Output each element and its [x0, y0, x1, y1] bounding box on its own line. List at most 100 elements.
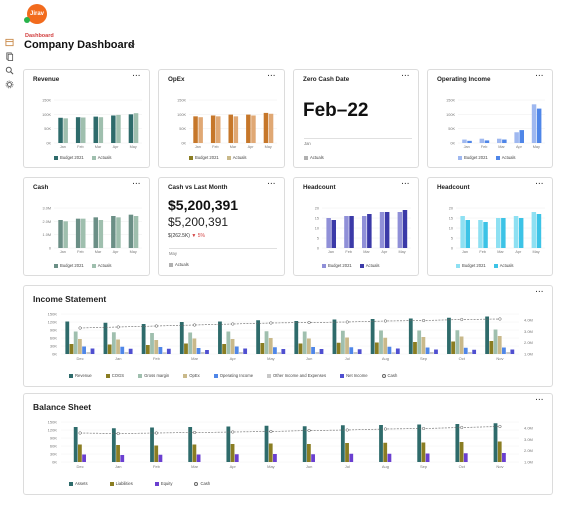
bar — [128, 114, 134, 143]
legend-label: Assets — [75, 481, 88, 486]
bar — [459, 442, 464, 462]
bar — [387, 453, 392, 462]
more-menu-icon[interactable]: ··· — [401, 73, 410, 80]
search-icon[interactable] — [3, 64, 15, 76]
legend-item[interactable]: Budget 2021 — [456, 263, 486, 268]
legend-item[interactable]: OpEx — [183, 373, 200, 378]
bar — [256, 320, 261, 354]
legend-item[interactable]: Actuals — [495, 155, 516, 160]
legend-label: Actuals — [175, 262, 189, 267]
legend-item[interactable]: Cash — [381, 373, 397, 378]
left-rail — [3, 36, 17, 92]
bar — [311, 454, 315, 462]
legend-item[interactable]: Actuals — [91, 155, 112, 160]
legend-item[interactable]: Other Income and Expenses — [267, 373, 326, 378]
y2-tick-label: 2.0M — [524, 340, 533, 345]
legend: Budget 2021 Actuals — [54, 263, 112, 268]
legend-item[interactable]: COGS — [105, 373, 124, 378]
axis-label: Jan — [304, 141, 311, 146]
more-menu-icon[interactable]: ··· — [535, 181, 544, 188]
more-menu-icon[interactable]: ··· — [535, 289, 544, 296]
legend-swatch — [458, 155, 462, 160]
bar — [467, 140, 472, 143]
bar — [502, 139, 507, 143]
y-tick-label: 0K — [181, 142, 186, 146]
legend-item[interactable]: Actuals — [493, 263, 514, 268]
more-menu-icon[interactable]: ··· — [267, 73, 276, 80]
legend-item[interactable]: Revenue — [69, 373, 92, 378]
legend: Budget 2021 Actuals — [456, 263, 514, 268]
bar — [154, 445, 159, 462]
card-title: Operating Income — [437, 76, 491, 83]
bar — [268, 338, 273, 354]
bar — [222, 344, 227, 354]
x-tick-label: Aug — [382, 464, 389, 469]
legend-item[interactable]: Gross margin — [138, 373, 169, 378]
bar — [93, 116, 98, 143]
cash-value: $5,200,391 — [168, 197, 239, 213]
cash-point — [116, 431, 120, 436]
bar — [362, 216, 367, 248]
legend: Budget 2021 Actuals — [54, 155, 112, 160]
bar — [234, 346, 239, 354]
headcount-card: Headcount ··· 20 15 10 5 0 Jan Feb Mar Apr May Bu… — [293, 177, 419, 276]
cash-point — [269, 429, 273, 434]
y-tick-label: 90K — [50, 436, 57, 441]
y-tick-label: 60K — [50, 336, 57, 341]
y-tick-label: 50K — [448, 127, 455, 131]
y2-tick-label: 4.0M — [524, 426, 533, 431]
bar — [434, 349, 438, 354]
bar — [514, 132, 519, 143]
more-menu-icon[interactable]: ··· — [132, 73, 141, 80]
chevron-down-icon[interactable] — [128, 41, 136, 49]
legend-item[interactable]: Budget 2021 — [322, 263, 352, 268]
cash-point — [231, 430, 235, 434]
more-menu-icon[interactable]: ··· — [401, 181, 410, 188]
y-tick-label: 10 — [315, 227, 319, 231]
bar — [349, 347, 354, 354]
cash-point — [231, 322, 235, 326]
y-tick-label: 0K — [46, 142, 51, 146]
panel-icon[interactable] — [3, 36, 15, 48]
legend-item[interactable]: Liabilities — [109, 481, 133, 486]
cash-point — [307, 428, 311, 433]
document-icon[interactable] — [3, 50, 15, 62]
jirav-logo[interactable]: Jirav — [27, 4, 47, 24]
legend-item[interactable]: Assets — [69, 481, 88, 486]
x-tick-label: May — [533, 250, 540, 254]
more-menu-icon[interactable]: ··· — [535, 397, 544, 404]
breadcrumb[interactable]: Dashboard — [25, 33, 54, 39]
legend-item[interactable]: Actuals — [91, 263, 112, 268]
bar — [497, 336, 502, 354]
axis-label: May — [169, 251, 177, 256]
cash-point — [460, 425, 464, 430]
x-tick-label: Apr — [381, 250, 388, 254]
legend-item[interactable]: Cash — [194, 481, 210, 486]
legend-item[interactable]: Budget 2021 — [54, 263, 84, 268]
bar — [463, 347, 468, 354]
legend-item[interactable]: Budget 2021 — [189, 155, 219, 160]
x-tick-label: Jan — [60, 250, 66, 254]
legend-item[interactable]: Actuals — [304, 155, 324, 160]
more-menu-icon[interactable]: ··· — [535, 73, 544, 80]
legend-item[interactable]: Budget 2021 — [54, 155, 84, 160]
legend-item[interactable]: Equity — [154, 481, 172, 486]
bar — [451, 341, 456, 354]
legend-item[interactable]: Net Income — [340, 373, 368, 378]
legend-item[interactable]: Actuals — [359, 263, 380, 268]
legend-item[interactable]: Operating Income — [213, 373, 253, 378]
more-menu-icon[interactable]: ··· — [132, 181, 141, 188]
legend-item[interactable]: Actuals — [226, 155, 247, 160]
bar — [502, 453, 506, 462]
bar — [82, 346, 86, 354]
legend-item[interactable]: Actuals — [169, 262, 189, 267]
legend-item[interactable]: Budget 2021 — [458, 155, 488, 160]
cash-chart: 3.0M 2.0M 1.0M 0 Jan Feb Mar Apr May — [43, 207, 142, 254]
x-tick-label: May — [399, 250, 406, 254]
more-menu-icon[interactable]: ··· — [267, 181, 276, 188]
bar — [391, 352, 396, 354]
bar — [447, 317, 451, 354]
bar — [196, 454, 201, 462]
bar — [384, 212, 390, 248]
gear-icon[interactable] — [3, 78, 15, 90]
